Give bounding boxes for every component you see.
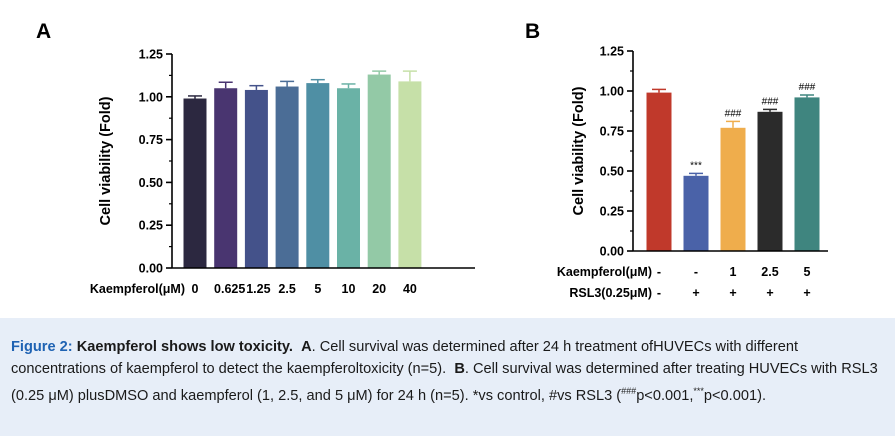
chart-a-ytick-label: 0.25: [139, 219, 163, 233]
chart-a-bar: [244, 89, 268, 269]
chart-b-bar: [794, 97, 820, 252]
chart-a-ytick-label: 0.75: [139, 133, 163, 147]
chart-b-rsl3-value: +: [692, 286, 699, 300]
caption-p1: p<0.001,: [636, 387, 694, 404]
chart-a-ytick-label: 0.50: [139, 176, 163, 190]
chart-b-ytick-label: 0.50: [600, 165, 624, 179]
chart-a-y-axis-label: Cell viability (Fold): [98, 96, 114, 225]
figure-area: A B 0.00 0.25 0.50 0.75 1.00 1.25 Cell viabili…: [36, 20, 828, 300]
chart-a-ytick-label: 1.25: [139, 48, 163, 62]
chart-b-ytick-label: 1.25: [600, 45, 624, 59]
chart-b-row-label-kaempferol: Kaempferol(μM): [557, 265, 652, 279]
chart-b-rsl3-value: +: [766, 286, 773, 300]
chart-b-kaempferol-value: 2.5: [761, 265, 778, 279]
chart-b-bar: [683, 175, 709, 251]
figure-label-colon: :: [67, 339, 73, 355]
chart-b-rsl3-value: +: [803, 286, 810, 300]
chart-b-ytick-label: 0.25: [600, 205, 624, 219]
chart-a-bar: [306, 83, 330, 268]
chart-a-ytick-label: 1.00: [139, 90, 163, 104]
chart-b-kaempferol-value: 5: [804, 265, 811, 279]
chart-a-x-tick-label: 10: [342, 282, 356, 296]
chart-b-rsl3-value: +: [729, 286, 736, 300]
chart-b-y-axis-label: Cell viability (Fold): [571, 86, 587, 215]
chart-b-bar: [720, 127, 746, 251]
chart-a-bar: [337, 88, 360, 269]
chart-b-kaempferol-value: -: [694, 265, 698, 279]
chart-b-kaempferol-value: 1: [730, 265, 737, 279]
chart-b-rsl3-value: -: [657, 286, 661, 300]
chart-a: 0.00 0.25 0.50 0.75 1.00 1.25 Cell viability (…: [90, 48, 475, 296]
figure-caption: Figure 2: Kaempferol shows low toxicity.…: [11, 339, 878, 404]
chart-b-ytick-label: 0.75: [600, 125, 624, 139]
chart-b-ytick-label: 0.00: [600, 245, 624, 259]
figure-svg: A B 0.00 0.25 0.50 0.75 1.00 1.25 Cell viabili…: [36, 20, 828, 300]
chart-b-ytick-label: 1.00: [600, 85, 624, 99]
caption-a-label: A: [301, 339, 312, 355]
chart-a-ytick-label: 0.00: [139, 262, 163, 276]
chart-b-row-label-rsl3: RSL3(0.25μM): [569, 286, 652, 300]
panel-a-label: A: [36, 20, 51, 43]
panel-b-label: B: [525, 20, 540, 43]
chart-b-kaempferol-value: -: [657, 265, 661, 279]
chart-b-significance-label: ***: [690, 160, 702, 171]
caption-p2: p<0.001).: [703, 387, 766, 404]
chart-b-bar: [757, 111, 783, 251]
chart-a-x-tick-label: 5: [314, 282, 321, 296]
caption-a-text: Cell survival was determined after 24 h …: [11, 339, 799, 377]
caption-sig1: ###: [621, 386, 637, 396]
chart-b-significance-label: ###: [725, 108, 742, 119]
chart-a-x-tick-label: 0: [192, 282, 199, 296]
chart-a-x-tick-label: 1.25: [246, 282, 270, 296]
caption-b-text: Cell survival was determined after treat…: [11, 361, 878, 404]
chart-b-significance-label: ###: [762, 96, 779, 107]
chart-a-x-tick-label: 2.5: [278, 282, 295, 296]
figure-label: Figure 2: [11, 339, 68, 355]
chart-a-bar: [183, 98, 207, 269]
chart-a-x-tick-label: 40: [403, 282, 417, 296]
caption-title-period: .: [288, 339, 293, 355]
chart-a-bar: [398, 81, 422, 268]
chart-a-x-tick-label: 0.625: [214, 282, 245, 296]
chart-a-bar: [214, 88, 238, 269]
chart-a-x-axis-label: Kaempferol(μM): [90, 282, 185, 296]
caption-b-label: B: [454, 361, 465, 377]
chart-a-bar: [367, 74, 391, 268]
chart-b-significance-label: ###: [799, 82, 816, 93]
caption-box: [0, 318, 895, 436]
caption-sig2: ***: [693, 386, 704, 396]
chart-b-bar: [646, 92, 672, 251]
chart-a-x-tick-label: 20: [372, 282, 386, 296]
chart-b: 0.00 0.25 0.50 0.75 1.00 1.25 Cell viability (…: [557, 45, 828, 300]
chart-a-bar: [275, 86, 299, 268]
caption-title: Kaempferol shows low toxicity: [76, 339, 289, 355]
